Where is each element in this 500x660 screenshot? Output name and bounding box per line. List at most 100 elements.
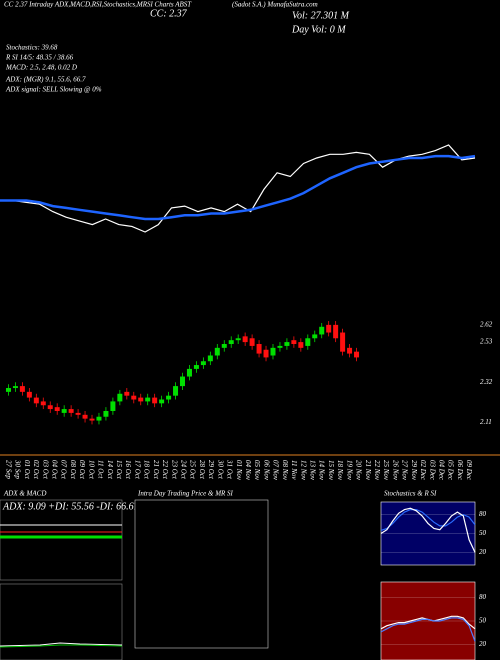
candle-body [256,344,262,354]
candle-body [298,342,304,348]
stat: R SI 14/5: 48.35 / 38.66 [5,54,74,62]
candle-body [61,409,67,413]
x-tick-label: 25 Nov [382,460,390,481]
candle-body [333,324,339,339]
candle-body [193,365,199,369]
candle-body [263,349,269,358]
x-tick-label: 12 Nov [299,460,307,481]
x-tick-label: 04 Oct [50,460,58,480]
x-tick-label: 25 Oct [189,460,197,480]
x-tick-label: 20 Nov [355,460,363,481]
x-tick-label: 29 Nov [410,460,418,481]
x-tick-label: 11 Oct [97,460,105,479]
candle-body [186,368,192,377]
candle-body [26,391,32,398]
x-tick-label: 06 Dec [456,460,464,481]
candle-body [173,386,179,396]
y-tick-label: 20 [479,548,487,556]
rsi-panel [380,581,476,660]
candle-body [117,393,123,402]
stat: ADX signal: SELL Slowing @ 0% [5,86,102,94]
panel-title: Intra Day Trading Price & MR SI [137,490,234,498]
candle-body [12,386,18,389]
x-tick-label: 22 Nov [373,460,381,481]
candle-body [319,326,325,335]
macd-line [0,642,123,647]
candle-body [5,388,11,392]
x-tick-label: 21 Oct [152,460,160,480]
candle-body [96,416,102,421]
adx-readout: ADX: 9.09 +DI: 55.56 -DI: 66.67 [2,501,140,512]
macd-panel [0,583,123,660]
x-tick-label: 24 Oct [179,460,187,480]
candle-body [180,376,185,387]
candle-body [249,338,255,346]
candle-body [110,401,116,411]
candle-body [75,412,81,415]
x-tick-label: 18 Oct [143,460,151,480]
candle-body [82,414,88,419]
y-tick-label: 2.53 [480,338,493,346]
x-tick-label: 26 Nov [391,460,399,481]
x-tick-label: 02 Dec [419,460,427,481]
x-tick-label: 30 Sep [14,459,22,479]
candle-body [277,345,283,348]
panel-title: ADX & MACD [3,490,46,498]
candle-body [166,395,172,400]
x-tick-label: 06 Nov [262,460,270,481]
intraday-panel [134,499,269,649]
candle-body [291,340,297,345]
x-tick-label: 22 Oct [161,460,169,480]
x-tick-label: 27 Sep [4,460,12,479]
x-tick-label: 16 Oct [124,460,132,480]
candle-body [221,344,227,348]
candle-body [326,324,332,333]
y-tick-label: 2.11 [480,418,492,426]
x-tick-label: 08 Nov [281,460,289,481]
candle-body [305,338,311,346]
y-tick-label: 50 [479,617,487,625]
y-tick-label: 50 [479,529,487,537]
candle-body [354,351,360,358]
x-tick-label: 17 Oct [133,460,141,480]
candle-body [40,401,46,406]
x-tick-label: 09 Dec [465,460,473,481]
line-series [380,509,476,531]
candle-body [228,340,234,345]
candle-body [47,405,53,410]
day-vol: Day Vol: 0 M [291,24,346,35]
x-tick-label: 29 Oct [207,460,215,480]
x-tick-label: 30 Oct [216,459,224,480]
candle-body [138,397,144,402]
x-tick-label: 03 Dec [428,460,436,481]
candle-body [284,342,290,346]
candle-body [200,361,206,366]
x-tick-label: 27 Nov [401,460,409,481]
line-series [0,154,476,221]
candle-body [19,386,25,392]
candle-body [347,347,353,354]
candle-body [152,397,158,404]
x-tick-label: 02 Oct [32,460,40,480]
candle-body [270,347,276,356]
candle-body [242,336,248,343]
x-tick-label: 04 Dec [438,460,446,481]
header-left: CC 2.37 Intraday ADX,MACD,RSI,Stochastic… [4,1,192,9]
candle-body [124,391,130,396]
x-tick-label: 04 Nov [244,460,252,481]
x-tick-label: 21 Nov [364,460,372,481]
stoch-panel [380,501,476,566]
x-tick-label: 23 Oct [170,460,178,480]
candle-body [159,399,165,404]
x-tick-label: 19 Nov [345,460,353,481]
line-series [380,507,476,553]
y-tick-label: 80 [479,510,487,518]
x-tick-label: 14 Nov [318,460,326,481]
stat: ADX: (MGR) 9.1, 55.6, 66.7 [5,76,86,84]
stat: Stochastics: 39.68 [6,44,58,52]
x-tick-label: 15 Nov [327,460,335,481]
x-tick-label: 07 Oct [60,460,68,480]
candle-body [235,338,241,341]
x-tick-label: 28 Oct [198,460,206,480]
